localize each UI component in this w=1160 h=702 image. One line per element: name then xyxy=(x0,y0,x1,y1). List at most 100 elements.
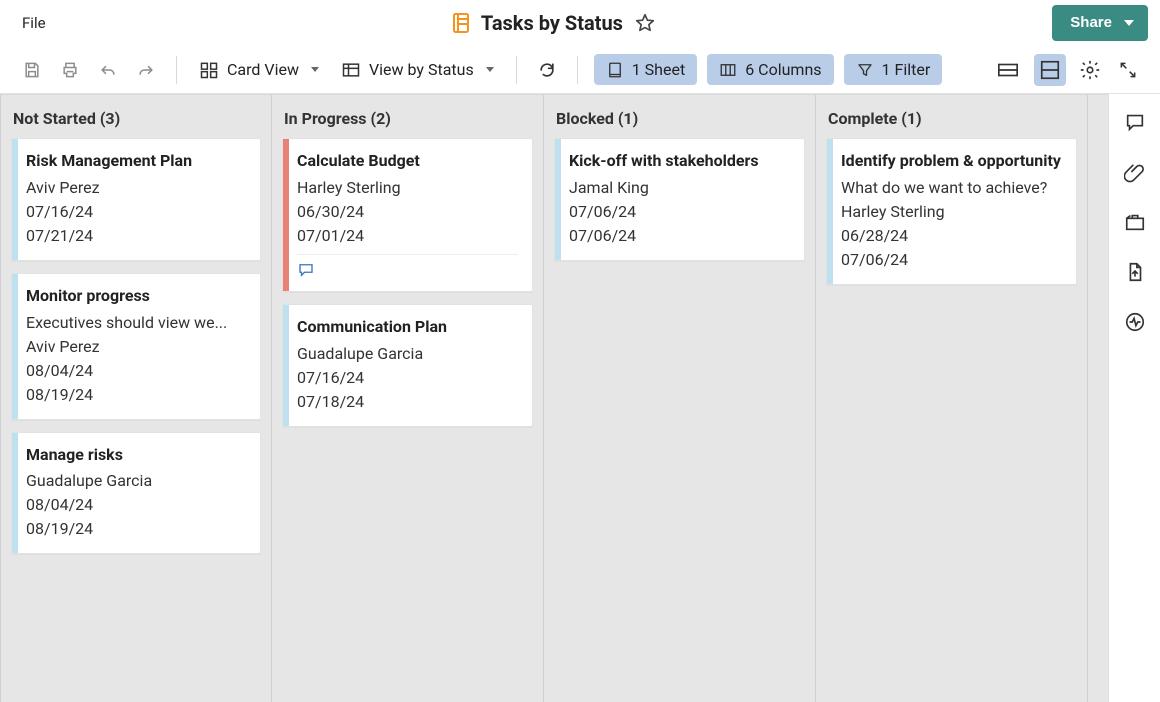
divider xyxy=(516,56,517,84)
save-icon xyxy=(22,60,42,80)
card-title: Risk Management Plan xyxy=(26,151,246,172)
card-title: Communication Plan xyxy=(297,317,518,338)
column-header[interactable]: Blocked (1) xyxy=(544,95,815,138)
column-cards: Kick-off with stakeholdersJamal King07/0… xyxy=(544,138,815,261)
card-assignee: Guadalupe Garcia xyxy=(297,342,518,366)
title-area: Tasks by Status xyxy=(56,9,1053,37)
card-start-date: 07/06/24 xyxy=(569,200,790,224)
redo-icon xyxy=(136,60,156,80)
gear-icon xyxy=(1079,59,1101,81)
save-button[interactable] xyxy=(18,56,46,84)
card-stripe xyxy=(12,139,18,260)
kanban-card[interactable]: Manage risksGuadalupe Garcia08/04/2408/1… xyxy=(11,432,261,555)
undo-icon xyxy=(98,60,118,80)
kanban-card[interactable]: Communication Plan Guadalupe Garcia07/16/… xyxy=(282,304,533,427)
kanban-column-in-progress: In Progress (2)Calculate BudgetHarley St… xyxy=(272,95,544,702)
kanban-column-complete: Complete (1)Identify problem & opportuni… xyxy=(816,95,1088,702)
refresh-icon xyxy=(537,60,557,80)
settings-button[interactable] xyxy=(1076,56,1104,84)
card-assignee: Jamal King xyxy=(569,176,790,200)
caret-down-icon xyxy=(311,67,319,72)
publish-panel-button[interactable] xyxy=(1123,260,1147,284)
card-stripe xyxy=(827,139,833,284)
card-end-date: 07/06/24 xyxy=(569,224,790,248)
kanban-column-blocked: Blocked (1) Kick-off with stakeholders Jam… xyxy=(544,95,816,702)
activity-icon xyxy=(1124,311,1146,333)
column-header[interactable]: Not Started (3) xyxy=(1,95,271,138)
column-cards: Risk Management PlanAviv Perez07/16/2407… xyxy=(1,138,271,554)
comment-indicator-icon[interactable] xyxy=(297,261,315,279)
card-footer xyxy=(297,254,518,279)
columns-icon xyxy=(719,61,737,79)
sheet-icon xyxy=(449,11,473,35)
share-label: Share xyxy=(1070,14,1112,31)
columns-label: 6 Columns xyxy=(745,60,821,79)
card-stripe xyxy=(283,139,289,291)
card-assignee: Harley Sterling xyxy=(841,200,1062,224)
view-by-label: View by Status xyxy=(369,60,474,79)
divider xyxy=(577,56,578,84)
column-header[interactable]: Complete (1) xyxy=(816,95,1087,138)
card-stripe xyxy=(12,433,18,554)
kanban-card[interactable]: Calculate BudgetHarley Sterling06/30/240… xyxy=(282,138,533,292)
activity-panel-button[interactable] xyxy=(1123,310,1147,334)
print-button[interactable] xyxy=(56,56,84,84)
proofs-panel-button[interactable] xyxy=(1123,210,1147,234)
card-view-label: Card View xyxy=(227,60,299,79)
card-end-date: 07/18/24 xyxy=(297,390,518,414)
compact-layout-toggle[interactable] xyxy=(992,54,1024,86)
attachments-panel-button[interactable] xyxy=(1123,160,1147,184)
card-start-date: 06/30/24 xyxy=(297,200,518,224)
card-end-date: 08/19/24 xyxy=(26,383,246,407)
comments-panel-button[interactable] xyxy=(1123,110,1147,134)
page-title: Tasks by Status xyxy=(481,11,623,35)
card-start-date: 08/04/24 xyxy=(26,359,246,383)
undo-button[interactable] xyxy=(94,56,122,84)
card-assignee: Guadalupe Garcia xyxy=(26,469,246,493)
card-title: Identify problem & opportunity xyxy=(841,151,1062,172)
kanban-card[interactable]: Risk Management PlanAviv Perez07/16/2407… xyxy=(11,138,261,261)
sheets-pill[interactable]: 1 Sheet xyxy=(594,54,697,85)
redo-button[interactable] xyxy=(132,56,160,84)
filter-icon xyxy=(856,61,874,79)
card-view-dropdown[interactable]: Card View xyxy=(193,56,325,84)
filters-label: 1 Filter xyxy=(882,60,931,79)
card-view-icon xyxy=(199,60,219,80)
file-upload-icon xyxy=(1124,261,1146,283)
divider xyxy=(176,56,177,84)
column-cards: Calculate BudgetHarley Sterling06/30/240… xyxy=(272,138,543,427)
column-cards: Identify problem & opportunityWhat do we… xyxy=(816,138,1087,285)
kanban-card[interactable]: Kick-off with stakeholdersJamal King07/0… xyxy=(554,138,805,261)
refresh-button[interactable] xyxy=(533,56,561,84)
caret-down-icon xyxy=(1124,20,1134,26)
board-wrap: Not Started (3)Risk Management PlanAviv … xyxy=(0,94,1160,702)
print-icon xyxy=(60,60,80,80)
filters-pill[interactable]: 1 Filter xyxy=(844,54,943,85)
columns-pill[interactable]: 6 Columns xyxy=(707,54,833,85)
card-start-date: 06/28/24 xyxy=(841,224,1062,248)
fullscreen-button[interactable] xyxy=(1114,56,1142,84)
card-subtitle: Executives should view we... xyxy=(26,311,246,335)
file-menu[interactable]: File xyxy=(12,8,56,38)
top-bar: File Tasks by Status Share xyxy=(0,0,1160,46)
card-title: Manage risks xyxy=(26,445,246,466)
favorite-button[interactable] xyxy=(631,9,659,37)
card-title: Kick-off with stakeholders xyxy=(569,151,790,172)
kanban-card[interactable]: Monitor progress Executives should view w… xyxy=(11,273,261,420)
share-button[interactable]: Share xyxy=(1052,5,1148,41)
briefcase-icon xyxy=(1124,211,1146,233)
card-title: Monitor progress xyxy=(26,286,246,307)
sheet-outline-icon xyxy=(606,61,624,79)
kanban-column-not-started: Not Started (3)Risk Management PlanAviv … xyxy=(0,95,272,702)
card-end-date: 08/19/24 xyxy=(26,517,246,541)
side-rail xyxy=(1108,94,1160,702)
column-header[interactable]: In Progress (2) xyxy=(272,95,543,138)
expand-icon xyxy=(1118,60,1138,80)
card-assignee: Harley Sterling xyxy=(297,176,518,200)
full-layout-toggle[interactable] xyxy=(1034,54,1066,86)
compact-layout-icon xyxy=(997,61,1019,79)
card-end-date: 07/21/24 xyxy=(26,224,246,248)
kanban-card[interactable]: Identify problem & opportunityWhat do we… xyxy=(826,138,1077,285)
view-by-dropdown[interactable]: View by Status xyxy=(335,56,500,84)
card-start-date: 07/16/24 xyxy=(297,366,518,390)
